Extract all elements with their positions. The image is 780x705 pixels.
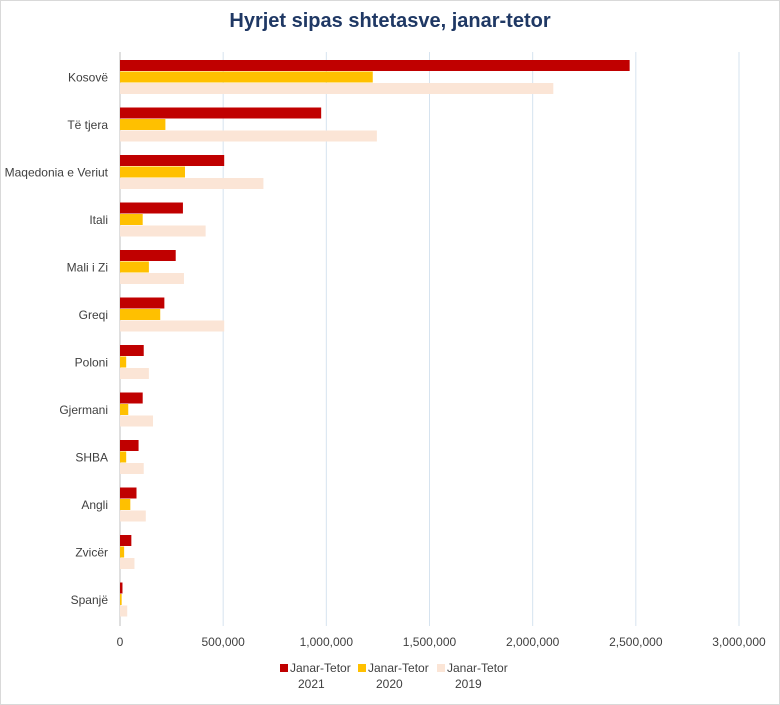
bar-1 [120, 107, 322, 119]
bar-3 [120, 130, 377, 142]
x-tick-label: 3,000,000 [712, 635, 766, 649]
category-label: Angli [81, 498, 108, 512]
bars [120, 60, 630, 617]
bar-1 [120, 250, 176, 261]
legend-label: Janar-Tetor 2019 [447, 660, 508, 692]
bar-3 [120, 368, 149, 379]
bar-3 [120, 415, 154, 427]
bar-3 [120, 178, 264, 189]
bar-3 [120, 558, 135, 569]
bar-1 [120, 202, 183, 214]
category-label: Zvicër [75, 545, 108, 559]
bar-1 [120, 392, 143, 404]
bar-1 [120, 155, 225, 166]
category-label: Maqedonia e Veriut [5, 165, 109, 179]
category-label: Mali i Zi [67, 260, 108, 274]
bar-2 [120, 214, 143, 225]
bar-3 [120, 463, 144, 474]
legend-swatch [280, 664, 288, 672]
bar-2 [120, 499, 131, 510]
bar-1 [120, 297, 165, 309]
category-label: Greqi [79, 308, 108, 322]
bar-1 [120, 487, 137, 499]
x-tick-label: 1,500,000 [403, 635, 457, 649]
bar-3 [120, 605, 128, 617]
category-label: Gjermani [59, 403, 108, 417]
bar-1 [120, 60, 630, 71]
bar-3 [120, 320, 225, 332]
category-label: SHBA [75, 450, 108, 464]
legend-swatch [358, 664, 366, 672]
bar-2 [120, 261, 149, 273]
bar-3 [120, 510, 146, 522]
bar-1 [120, 440, 139, 451]
legend: Janar-Tetor 2021 Janar-Tetor 2020 Janar-Teto… [0, 660, 780, 700]
tick-labels: 0 500,000 1,000,000 1,500,000 2,000,000 2,500… [117, 635, 766, 649]
bar-2 [120, 356, 127, 368]
bar-1 [120, 535, 132, 546]
bar-2 [120, 71, 373, 83]
x-tick-label: 0 [117, 635, 124, 649]
bar-1 [120, 582, 123, 594]
category-label: Itali [89, 213, 108, 227]
legend-label: Janar-Tetor 2021 [290, 660, 351, 692]
x-tick-label: 2,500,000 [609, 635, 663, 649]
category-label: Të tjera [67, 118, 108, 132]
category-label: Poloni [75, 355, 108, 369]
category-label: Spanjë [71, 593, 109, 607]
bar-3 [120, 273, 184, 284]
legend-label-year: 2019 [455, 677, 482, 691]
bar-2 [120, 119, 166, 130]
bar-3 [120, 225, 206, 237]
legend-label-line: Janar-Tetor [290, 661, 351, 675]
bar-2 [120, 594, 122, 605]
x-tick-label: 1,000,000 [300, 635, 354, 649]
legend-label-line: Janar-Tetor [368, 661, 429, 675]
x-tick-label: 2,000,000 [506, 635, 560, 649]
legend-label-year: 2020 [376, 677, 403, 691]
bar-2 [120, 309, 161, 320]
bar-2 [120, 404, 129, 415]
legend-label-year: 2021 [298, 677, 325, 691]
bar-2 [120, 546, 125, 558]
bar-1 [120, 345, 144, 356]
bar-2 [120, 166, 185, 178]
gridlines [119, 52, 740, 626]
category-labels: Kosovë Të tjera Maqedonia e Veriut Itali Mal… [5, 70, 109, 607]
legend-label: Janar-Tetor 2020 [368, 660, 429, 692]
chart-title: Hyrjet sipas shtetasve, janar-tetor [229, 10, 551, 32]
bar-3 [120, 83, 554, 94]
legend-label-line: Janar-Tetor [447, 661, 508, 675]
bar-2 [120, 451, 127, 463]
legend-swatch [437, 664, 445, 672]
x-tick-label: 500,000 [201, 635, 245, 649]
category-label: Kosovë [68, 70, 108, 84]
